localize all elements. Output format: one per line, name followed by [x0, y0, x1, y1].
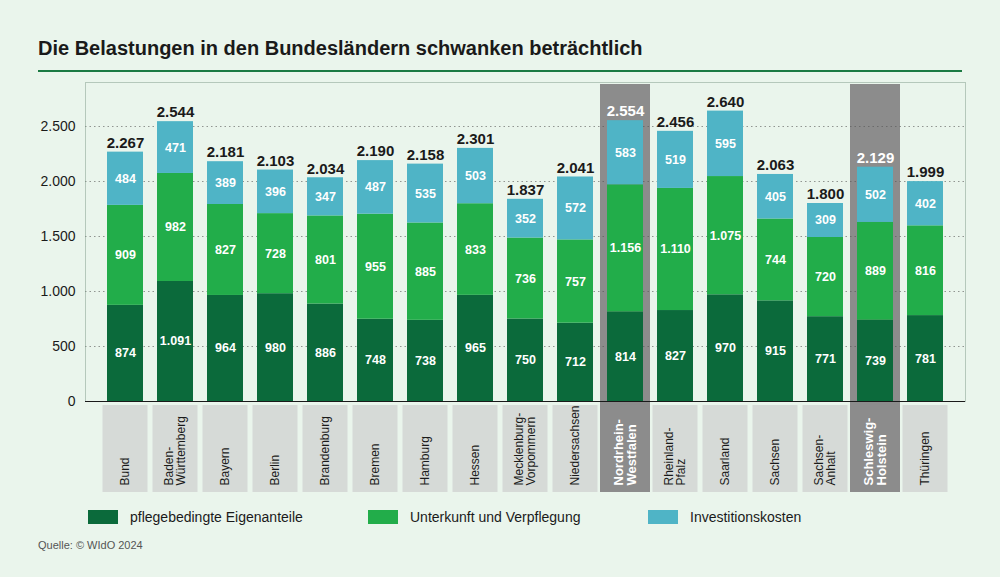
svg-text:352: 352	[515, 212, 536, 226]
svg-text:Berlin: Berlin	[268, 455, 282, 486]
svg-text:583: 583	[615, 146, 636, 160]
svg-text:970: 970	[715, 341, 736, 355]
svg-text:2.500: 2.500	[40, 118, 75, 134]
svg-text:739: 739	[865, 354, 886, 368]
svg-text:816: 816	[915, 264, 936, 278]
svg-text:Brandenburg: Brandenburg	[318, 416, 332, 485]
svg-text:827: 827	[665, 349, 686, 363]
svg-text:Bund: Bund	[118, 457, 132, 485]
svg-text:2.041: 2.041	[557, 159, 595, 176]
svg-text:781: 781	[915, 352, 936, 366]
svg-text:1.075: 1.075	[710, 229, 741, 243]
svg-text:757: 757	[565, 275, 586, 289]
svg-text:955: 955	[365, 260, 386, 274]
svg-text:535: 535	[415, 187, 436, 201]
svg-text:728: 728	[265, 247, 286, 261]
svg-text:2.640: 2.640	[707, 93, 745, 110]
svg-text:Nordrhein-Westfalen: Nordrhein-Westfalen	[611, 419, 639, 485]
svg-text:1.837: 1.837	[507, 181, 545, 198]
svg-text:1.999: 1.999	[907, 163, 945, 180]
svg-text:2.103: 2.103	[257, 152, 295, 169]
svg-text:909: 909	[115, 248, 136, 262]
svg-text:0: 0	[68, 393, 76, 409]
svg-text:1.800: 1.800	[807, 185, 845, 202]
svg-text:2.063: 2.063	[757, 156, 795, 173]
svg-text:Baden-Württemberg: Baden-Württemberg	[162, 416, 188, 485]
svg-text:347: 347	[315, 190, 336, 204]
svg-text:Schleswig-Holstein: Schleswig-Holstein	[861, 418, 889, 486]
svg-text:712: 712	[565, 355, 586, 369]
svg-text:827: 827	[215, 243, 236, 257]
svg-text:309: 309	[815, 213, 836, 227]
svg-text:814: 814	[615, 350, 636, 364]
svg-text:915: 915	[765, 344, 786, 358]
svg-text:Niedersachsen: Niedersachsen	[568, 405, 582, 485]
svg-text:402: 402	[915, 197, 936, 211]
svg-text:503: 503	[465, 169, 486, 183]
svg-text:Sachsen-Anhalt: Sachsen-Anhalt	[812, 435, 838, 486]
svg-text:Mecklenburg-Vorpommern: Mecklenburg-Vorpommern	[512, 413, 538, 486]
svg-text:2.301: 2.301	[457, 130, 495, 147]
svg-text:1.156: 1.156	[610, 241, 641, 255]
svg-text:389: 389	[215, 176, 236, 190]
svg-text:2.000: 2.000	[40, 173, 75, 189]
svg-text:405: 405	[765, 190, 786, 204]
svg-text:2.158: 2.158	[407, 146, 445, 163]
svg-text:595: 595	[715, 137, 736, 151]
svg-text:484: 484	[115, 172, 136, 186]
html-text:pflegebedingte Eigenanteile: pflegebedingte Eigenanteile	[130, 509, 303, 525]
svg-text:1.000: 1.000	[40, 283, 75, 299]
svg-text:2.554: 2.554	[607, 102, 645, 119]
svg-text:Sachsen: Sachsen	[768, 439, 782, 486]
svg-text:2.267: 2.267	[107, 134, 145, 151]
svg-text:1.500: 1.500	[40, 228, 75, 244]
svg-text:Rheinland-Pfalz: Rheinland-Pfalz	[662, 427, 688, 485]
html-text:Unterkunft und Verpflegung: Unterkunft und Verpflegung	[410, 509, 581, 525]
svg-text:Bayern: Bayern	[218, 447, 232, 485]
svg-text:519: 519	[665, 153, 686, 167]
svg-text:889: 889	[865, 264, 886, 278]
svg-text:744: 744	[765, 253, 786, 267]
svg-text:1.110: 1.110	[660, 242, 691, 256]
svg-text:Saarland: Saarland	[718, 437, 732, 485]
svg-text:2.181: 2.181	[207, 143, 245, 160]
svg-text:572: 572	[565, 201, 586, 215]
svg-text:471: 471	[165, 141, 186, 155]
svg-text:965: 965	[465, 341, 486, 355]
svg-text:886: 886	[315, 346, 336, 360]
svg-text:736: 736	[515, 272, 536, 286]
svg-text:2.456: 2.456	[657, 113, 695, 130]
svg-text:885: 885	[415, 265, 436, 279]
svg-text:Hessen: Hessen	[468, 445, 482, 486]
svg-text:1.091: 1.091	[160, 334, 191, 348]
svg-text:833: 833	[465, 243, 486, 257]
svg-text:771: 771	[815, 352, 836, 366]
svg-text:748: 748	[365, 353, 386, 367]
svg-text:982: 982	[165, 220, 186, 234]
svg-text:874: 874	[115, 346, 136, 360]
svg-text:487: 487	[365, 180, 386, 194]
html-text:Quelle: © WIdO 2024: Quelle: © WIdO 2024	[38, 539, 143, 551]
svg-text:2.129: 2.129	[857, 149, 895, 166]
svg-text:980: 980	[265, 341, 286, 355]
svg-text:396: 396	[265, 185, 286, 199]
svg-text:738: 738	[415, 354, 436, 368]
svg-text:750: 750	[515, 353, 536, 367]
svg-text:Thüringen: Thüringen	[918, 431, 932, 485]
svg-text:500: 500	[52, 338, 76, 354]
svg-text:801: 801	[315, 253, 336, 267]
svg-text:502: 502	[865, 188, 886, 202]
html-text:Investitionskosten: Investitionskosten	[690, 509, 802, 525]
svg-text:Hamburg: Hamburg	[418, 436, 432, 485]
svg-text:Bremen: Bremen	[368, 443, 382, 485]
svg-text:2.034: 2.034	[307, 160, 345, 177]
svg-text:2.544: 2.544	[157, 103, 195, 120]
svg-text:964: 964	[215, 341, 236, 355]
html-text:Die Belastungen in den Bundesl: Die Belastungen in den Bundesländern sch…	[38, 37, 643, 59]
svg-text:720: 720	[815, 270, 836, 284]
svg-text:2.190: 2.190	[357, 142, 395, 159]
